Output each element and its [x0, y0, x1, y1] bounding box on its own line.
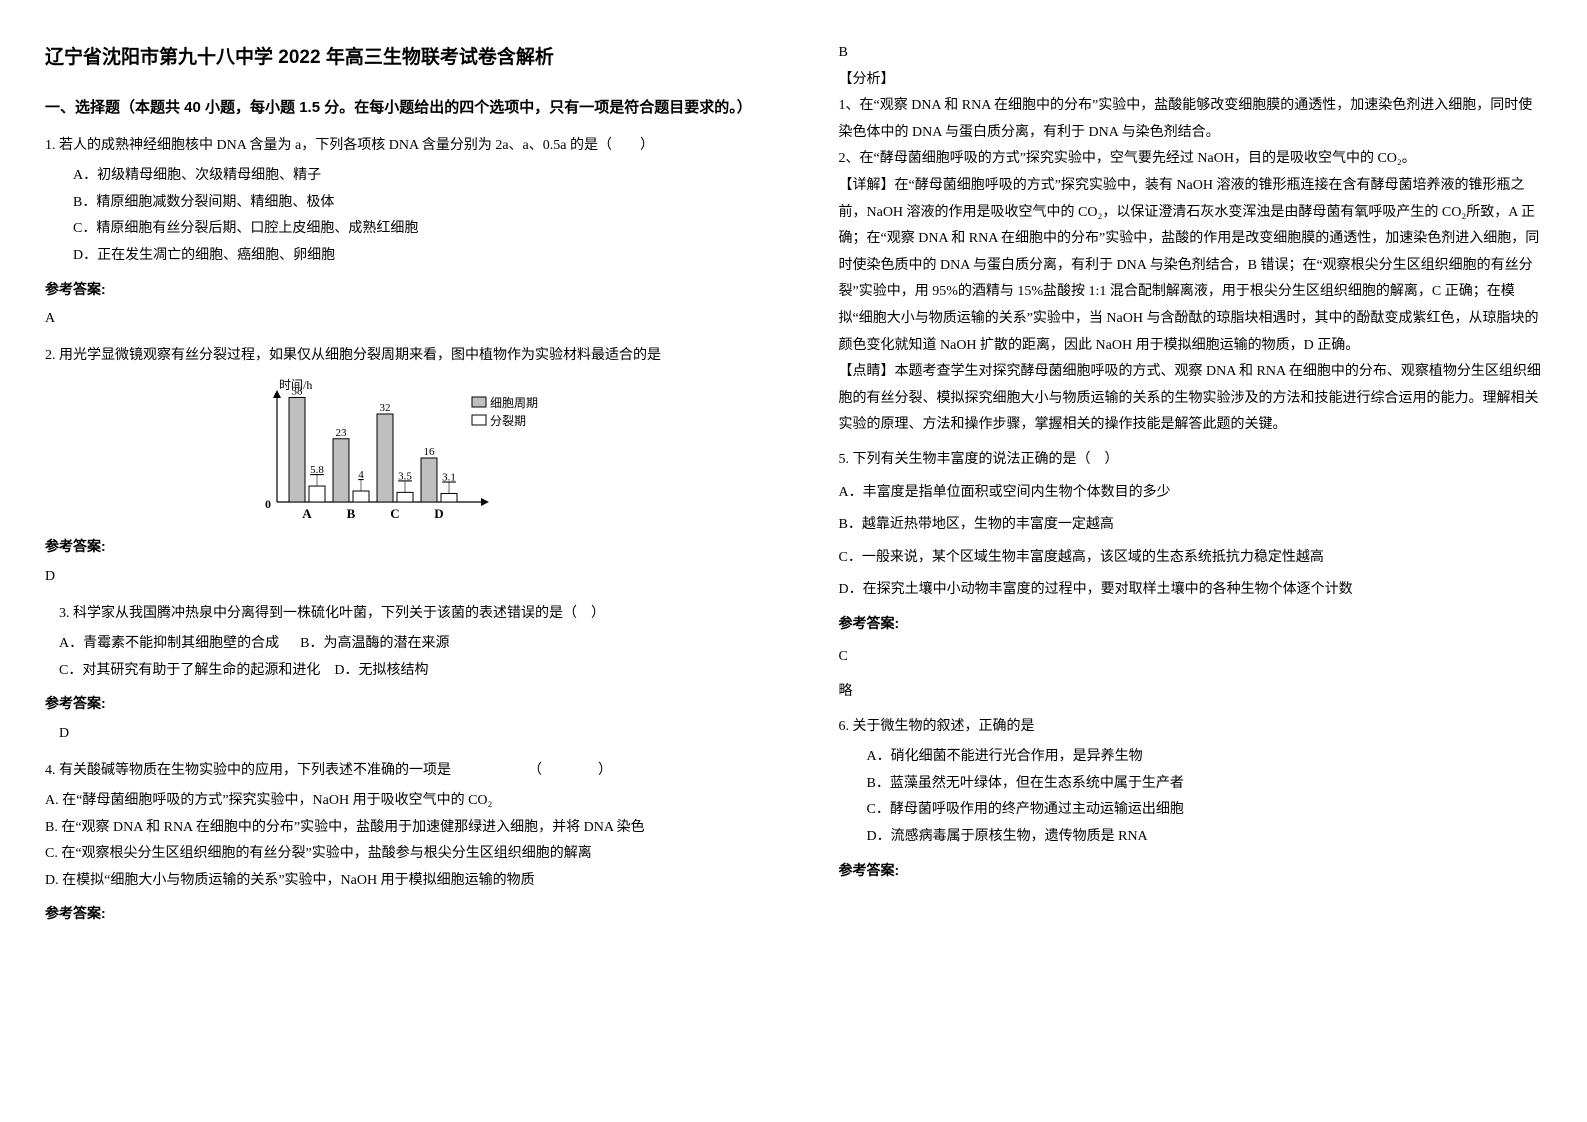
q3-option-d: D．无拟核结构 [334, 663, 428, 678]
q4-option-c: C. 在“观察根尖分生区组织细胞的有丝分裂”实验中，盐酸参与根尖分生区组织细胞的… [45, 841, 749, 868]
q5-option-b: B．越靠近热带地区，生物的丰富度一定越高 [839, 512, 1543, 539]
q5-answer-label: 参考答案: [839, 610, 1543, 637]
q5-option-d: D．在探究土壤中小动物丰富度的过程中，要对取样土壤中的各种生物个体逐个计数 [839, 577, 1543, 604]
right-column: B 【分析】 1、在“观察 DNA 和 RNA 在细胞中的分布”实验中，盐酸能够… [794, 0, 1587, 1122]
svg-text:B: B [346, 506, 355, 521]
q3-answer: D [59, 721, 749, 748]
svg-text:32: 32 [379, 402, 390, 414]
q6-option-c: C．酵母菌呼吸作用的终产物通过主动运输运出细胞 [867, 797, 1543, 824]
q3-stem: 3. 科学家从我国腾冲热泉中分离得到一株硫化叶菌，下列关于该菌的表述错误的是（ … [59, 601, 749, 628]
q1-option-d: D．正在发生凋亡的细胞、癌细胞、卵细胞 [73, 243, 749, 270]
svg-text:4: 4 [358, 469, 364, 481]
q5-note: 略 [839, 679, 1543, 706]
q5-stem: 5. 下列有关生物丰富度的说法正确的是（ ） [839, 447, 1543, 474]
q2-chart: 时间/h0385.8A234B323.5C163.1D细胞周期分裂期 [45, 377, 749, 527]
q4-answer: B [839, 40, 1543, 67]
q1-answer-label: 参考答案: [45, 276, 749, 303]
q4-tip: 【点睛】本题考查学生对探究酵母菌细胞呼吸的方式、观察 DNA 和 RNA 在细胞… [839, 359, 1543, 439]
q6-option-b: B．蓝藻虽然无叶绿体，但在生态系统中属于生产者 [867, 771, 1543, 798]
q4-analysis-2: 2、在“酵母菌细胞呼吸的方式”探究实验中，空气要先经过 NaOH，目的是吸收空气… [839, 146, 1543, 173]
q1-option-c: C．精原细胞有丝分裂后期、口腔上皮细胞、成熟红细胞 [73, 216, 749, 243]
svg-text:A: A [302, 506, 312, 521]
q1-stem: 1. 若人的成熟神经细胞核中 DNA 含量为 a，下列各项核 DNA 含量分别为… [45, 133, 749, 160]
q3-option-c: C．对其研究有助于了解生命的起源和进化 [59, 663, 320, 678]
q6-option-d: D．流感病毒属于原核生物，遗传物质是 RNA [867, 824, 1543, 851]
svg-text:C: C [390, 506, 399, 521]
q3-option-a: A．青霉素不能抑制其细胞壁的合成 [59, 636, 279, 651]
q1-answer: A [45, 306, 749, 333]
svg-text:D: D [434, 506, 443, 521]
q4-analysis-1: 1、在“观察 DNA 和 RNA 在细胞中的分布”实验中，盐酸能够改变细胞膜的通… [839, 93, 1543, 146]
svg-text:3.1: 3.1 [442, 472, 456, 484]
section-header: 一、选择题（本题共 40 小题，每小题 1.5 分。在每小题给出的四个选项中，只… [45, 94, 749, 123]
svg-text:分裂期: 分裂期 [490, 414, 526, 428]
q4-option-a: A. 在“酵母菌细胞呼吸的方式”探究实验中，NaOH 用于吸收空气中的 CO₂ [45, 788, 749, 815]
q1-option-b: B．精原细胞减数分裂间期、精细胞、极体 [73, 190, 749, 217]
q4-option-b: B. 在“观察 DNA 和 RNA 在细胞中的分布”实验中，盐酸用于加速健那绿进… [45, 815, 749, 842]
bar-chart-svg: 时间/h0385.8A234B323.5C163.1D细胞周期分裂期 [237, 377, 557, 527]
svg-text:细胞周期: 细胞周期 [490, 396, 538, 410]
q2-stem: 2. 用光学显微镜观察有丝分裂过程，如果仅从细胞分裂周期来看，图中植物作为实验材… [45, 343, 749, 370]
q3-answer-label: 参考答案: [45, 690, 749, 717]
left-column: 辽宁省沈阳市第九十八中学 2022 年高三生物联考试卷含解析 一、选择题（本题共… [0, 0, 794, 1122]
svg-text:5.8: 5.8 [310, 464, 324, 476]
q2-answer: D [45, 564, 749, 591]
svg-text:23: 23 [335, 427, 347, 439]
q3-option-b: B．为高温酶的潜在来源 [300, 636, 449, 651]
svg-text:0: 0 [265, 497, 271, 511]
q6-option-a: A．硝化细菌不能进行光合作用，是异养生物 [867, 744, 1543, 771]
svg-text:16: 16 [423, 446, 435, 458]
q4-answer-label: 参考答案: [45, 900, 749, 927]
q6-stem: 6. 关于微生物的叙述，正确的是 [839, 714, 1543, 741]
q4-stem: 4. 有关酸碱等物质在生物实验中的应用，下列表述不准确的一项是 （ ） [45, 758, 749, 785]
svg-text:38: 38 [291, 386, 303, 398]
q5-answer: C [839, 644, 1543, 671]
q4-analysis-label: 【分析】 [839, 67, 1543, 94]
q2-answer-label: 参考答案: [45, 533, 749, 560]
q6-answer-label: 参考答案: [839, 857, 1543, 884]
q5-option-c: C．一般来说，某个区域生物丰富度越高，该区域的生态系统抵抗力稳定性越高 [839, 545, 1543, 572]
q4-detail: 【详解】在“酵母菌细胞呼吸的方式”探究实验中，装有 NaOH 溶液的锥形瓶连接在… [839, 173, 1543, 359]
q5-option-a: A．丰富度是指单位面积或空间内生物个体数目的多少 [839, 480, 1543, 507]
exam-title: 辽宁省沈阳市第九十八中学 2022 年高三生物联考试卷含解析 [45, 40, 749, 76]
svg-text:3.5: 3.5 [398, 471, 412, 483]
q1-option-a: A．初级精母细胞、次级精母细胞、精子 [73, 163, 749, 190]
q4-option-d: D. 在模拟“细胞大小与物质运输的关系”实验中，NaOH 用于模拟细胞运输的物质 [45, 868, 749, 895]
